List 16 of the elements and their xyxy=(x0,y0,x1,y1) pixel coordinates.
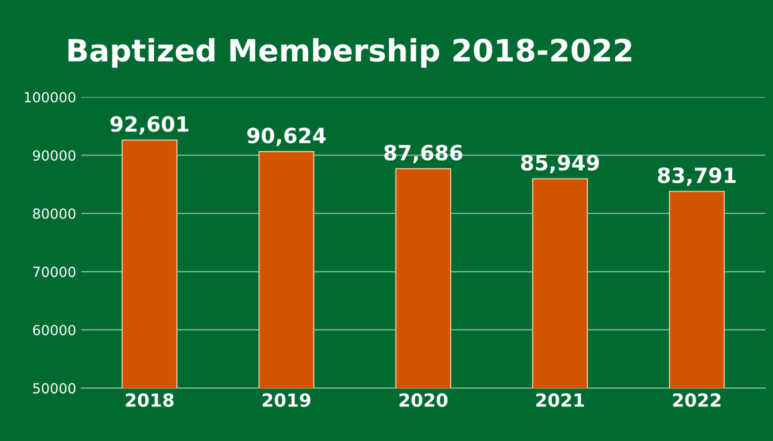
x-tick-label: 2021 xyxy=(536,393,584,407)
data-label: 92,601 xyxy=(110,116,188,135)
y-tick-label: 70000 xyxy=(33,266,76,278)
y-tick-label: 60000 xyxy=(33,324,76,336)
y-tick-label: 100000 xyxy=(24,92,76,102)
x-tick-label: 2018 xyxy=(126,393,174,407)
y-tick-label: 90000 xyxy=(32,150,76,161)
x-tick-label: 2020 xyxy=(400,393,448,407)
data-label: 85,949 xyxy=(521,154,599,174)
y-tick-label: 80000 xyxy=(33,208,76,219)
x-tick-label: 2019 xyxy=(262,393,310,407)
data-label: 90,624 xyxy=(247,128,326,146)
data-label: 83,791 xyxy=(658,167,736,186)
chart-title: Baptized Membership 2018-2022 xyxy=(68,38,632,68)
x-tick-label: 2022 xyxy=(673,393,720,407)
y-tick-label: 50000 xyxy=(33,383,76,394)
